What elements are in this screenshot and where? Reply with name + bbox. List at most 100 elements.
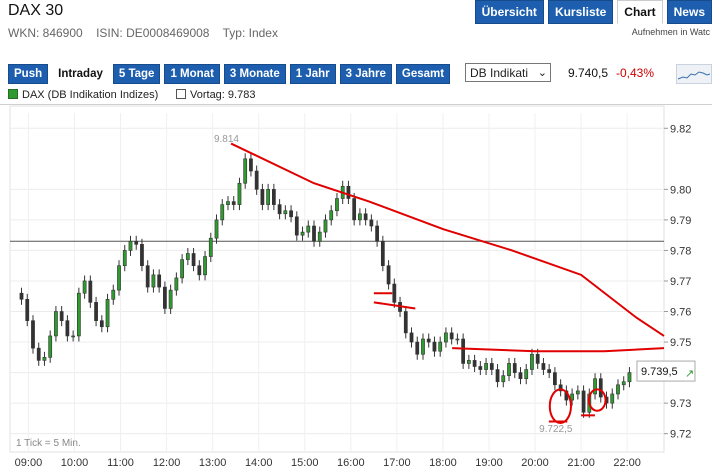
candle-body — [168, 289, 173, 309]
add-to-watchlist-link[interactable]: Aufnehmen in Watc — [631, 27, 710, 37]
candle-body — [461, 338, 466, 364]
legend-series: DAX (DB Indikation Indizes) — [8, 89, 158, 101]
candle-body — [243, 158, 248, 184]
candle-body — [289, 210, 293, 218]
period-1-jahr-button[interactable]: 1 Jahr — [289, 64, 336, 84]
candle-body — [214, 219, 219, 239]
candle-body — [449, 332, 454, 340]
candle-body — [472, 360, 477, 367]
source-select-value: DB Indikati — [470, 66, 529, 80]
candle-body — [260, 189, 265, 205]
annotation-circle — [548, 388, 572, 424]
y-tick-label: 9.72 — [670, 429, 691, 441]
candle-body — [117, 265, 121, 291]
legend-series-label: DAX (DB Indikation Indizes) — [22, 89, 159, 101]
y-tick-label: 9.80 — [670, 184, 691, 196]
candle-body — [25, 298, 30, 321]
nav-tab-kursliste[interactable]: Kursliste — [547, 0, 614, 24]
candle-body — [403, 311, 408, 334]
candle-body — [94, 302, 98, 321]
period-3-jahre-button[interactable]: 3 Jahre — [339, 64, 392, 84]
legend-previous-close: Vortag: 9.783 — [176, 89, 255, 101]
nav-tab-news[interactable]: News — [666, 0, 712, 24]
x-tick-label: 20:00 — [521, 457, 549, 468]
nav-tab-uebersicht[interactable]: Übersicht — [474, 0, 544, 24]
candle-body — [415, 341, 420, 355]
x-tick-label: 21:00 — [567, 457, 595, 468]
candle-body — [36, 347, 41, 361]
candle-body — [363, 213, 368, 221]
candle-body — [392, 283, 397, 303]
candle-body — [598, 378, 603, 398]
sparkline-thumbnail[interactable] — [676, 64, 712, 84]
candle-body — [82, 280, 87, 294]
candle-body — [317, 231, 322, 242]
x-tick-label: 15:00 — [291, 457, 319, 468]
y-tick-label: 9.82 — [670, 123, 691, 135]
last-price: 9.740,5 — [568, 66, 609, 80]
candle-body — [19, 292, 24, 300]
candle-body — [501, 375, 506, 383]
candle-body — [553, 372, 557, 386]
candle-body — [111, 289, 116, 300]
period-gesamt-button[interactable]: Gesamt — [395, 64, 451, 84]
candle-body — [31, 320, 35, 349]
x-tick-label: 17:00 — [383, 457, 411, 468]
period-1-monat-button[interactable]: 1 Monat — [164, 64, 220, 84]
candle-body — [249, 158, 253, 172]
wkn-label: WKN: 846900 — [8, 26, 83, 40]
candle-body — [495, 369, 500, 383]
x-tick-label: 16:00 — [337, 457, 365, 468]
source-select[interactable]: DB Indikati ⌄ — [465, 63, 551, 82]
candle-body — [145, 265, 150, 288]
candle-body — [88, 280, 93, 303]
period-intraday-button[interactable]: Intraday — [52, 64, 109, 84]
period-selector: Push Intraday 5 Tage 1 Monat 3 Monate 1 … — [8, 64, 451, 84]
candle-body — [54, 311, 58, 337]
candle-body — [180, 259, 184, 279]
x-tick-label: 22:00 — [613, 457, 641, 468]
candle-body — [386, 265, 391, 285]
candle-body — [208, 237, 213, 257]
candle-body — [432, 341, 437, 352]
price-change: -0,43% — [616, 66, 655, 80]
candle-body — [358, 213, 362, 221]
legend-swatch-series — [8, 89, 18, 99]
candle-body — [547, 369, 552, 373]
candle-body — [99, 320, 104, 328]
candle-body — [191, 253, 196, 267]
candle-body — [616, 384, 620, 395]
candle-body — [151, 274, 156, 288]
period-push-button[interactable]: Push — [8, 64, 49, 84]
period-3-monate-button[interactable]: 3 Monate — [223, 64, 286, 84]
candle-body — [524, 369, 529, 380]
candle-body — [489, 363, 494, 370]
candle-body — [329, 210, 334, 221]
period-5-tage-button[interactable]: 5 Tage — [112, 64, 161, 84]
annotation-circle — [587, 388, 607, 412]
candle-body — [231, 201, 236, 205]
x-tick-label: 12:00 — [153, 457, 181, 468]
candle-body — [352, 198, 357, 221]
candle-body — [610, 393, 615, 404]
y-tick-label: 9.76 — [670, 307, 691, 319]
candle-body — [283, 210, 288, 215]
sparkline-graphic — [677, 71, 711, 80]
candle-body — [277, 204, 282, 215]
candle-body — [42, 357, 47, 361]
candle-body — [380, 240, 385, 267]
candle-body — [478, 366, 483, 370]
candle-body — [203, 256, 207, 276]
candle-body — [455, 338, 460, 341]
candle-body — [444, 332, 448, 343]
x-tick-label: 18:00 — [429, 457, 457, 468]
candle-body — [335, 198, 339, 212]
annotation-trend-line — [230, 142, 665, 337]
candle-body — [593, 378, 597, 395]
nav-tab-chart[interactable]: Chart — [617, 0, 663, 24]
candle-body — [570, 393, 574, 401]
candle-body — [266, 189, 271, 205]
instrument-meta: WKN: 846900 ISIN: DE0008469008 Typ: Inde… — [8, 26, 288, 40]
candle-body — [518, 372, 523, 380]
candle-body — [105, 298, 110, 328]
